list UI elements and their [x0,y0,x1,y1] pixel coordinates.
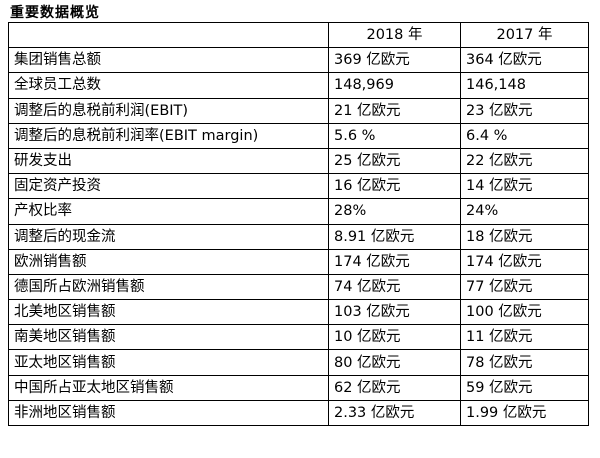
value-2018: 62 亿欧元 [328,374,461,401]
table-row: 中国所占亚太地区销售额 62 亿欧元 59 亿欧元 [8,374,589,401]
value-2017: 22 亿欧元 [460,147,589,175]
row-label: 固定资产投资 [8,173,329,200]
value-2018: 21 亿欧元 [328,97,461,124]
value-2017: 18 亿欧元 [460,223,589,250]
value-2018: 2.33 亿欧元 [328,399,461,427]
row-label: 调整后的现金流 [8,223,329,250]
row-label: 亚太地区销售额 [8,349,329,376]
value-2017: 77 亿欧元 [460,273,589,301]
table-row: 德国所占欧洲销售额 74 亿欧元 77 亿欧元 [8,273,589,301]
header-row: 2018 年 2017 年 [8,21,589,49]
row-label: 非洲地区销售额 [8,399,329,427]
value-2017: 1.99 亿欧元 [460,399,589,427]
value-2017: 100 亿欧元 [460,299,589,326]
table-row: 调整后的息税前利润率(EBIT margin) 5.6 % 6.4 % [8,122,589,149]
table-row: 欧洲销售额 174 亿欧元 174 亿欧元 [8,248,589,275]
header-cell-2017: 2017 年 [460,21,589,49]
value-2018: 148,969 [328,72,461,99]
row-label: 南美地区销售额 [8,324,329,351]
table-row: 调整后的现金流 8.91 亿欧元 18 亿欧元 [8,223,589,250]
row-label: 产权比率 [8,198,329,225]
row-label: 欧洲销售额 [8,248,329,275]
page-title: 重要数据概览 [10,5,100,21]
value-2017: 24% [460,198,589,225]
row-label: 调整后的息税前利润(EBIT) [8,97,329,124]
value-2017: 364 亿欧元 [460,47,589,74]
value-2018: 80 亿欧元 [328,349,461,376]
value-2018: 103 亿欧元 [328,299,461,326]
value-2018: 74 亿欧元 [328,273,461,301]
value-2017: 14 亿欧元 [460,173,589,200]
row-label: 研发支出 [8,147,329,175]
row-label: 德国所占欧洲销售额 [8,273,329,301]
value-2018: 8.91 亿欧元 [328,223,461,250]
value-2017: 6.4 % [460,122,589,149]
row-label: 全球员工总数 [8,72,329,99]
value-2017: 59 亿欧元 [460,374,589,401]
value-2017: 23 亿欧元 [460,97,589,124]
table-row: 研发支出 25 亿欧元 22 亿欧元 [8,147,589,175]
table-row: 固定资产投资 16 亿欧元 14 亿欧元 [8,173,589,200]
value-2018: 28% [328,198,461,225]
row-label: 集团销售总额 [8,47,329,74]
table-row: 集团销售总额 369 亿欧元 364 亿欧元 [8,47,589,74]
value-2017: 146,148 [460,72,589,99]
header-cell-label [8,21,329,49]
value-2017: 11 亿欧元 [460,324,589,351]
table-row: 全球员工总数 148,969 146,148 [8,72,589,99]
row-label: 调整后的息税前利润率(EBIT margin) [8,122,329,149]
row-label: 中国所占亚太地区销售额 [8,374,329,401]
value-2018: 10 亿欧元 [328,324,461,351]
table-row: 非洲地区销售额 2.33 亿欧元 1.99 亿欧元 [8,399,589,427]
value-2017: 78 亿欧元 [460,349,589,376]
row-label: 北美地区销售额 [8,299,329,326]
value-2018: 174 亿欧元 [328,248,461,275]
key-data-table: 2018 年 2017 年 集团销售总额 369 亿欧元 364 亿欧元 全球员工总数… [8,21,589,427]
table-row: 产权比率 28% 24% [8,198,589,225]
value-2018: 25 亿欧元 [328,147,461,175]
value-2018: 369 亿欧元 [328,47,461,74]
value-2017: 174 亿欧元 [460,248,589,275]
table-row: 北美地区销售额 103 亿欧元 100 亿欧元 [8,299,589,326]
table-row: 调整后的息税前利润(EBIT) 21 亿欧元 23 亿欧元 [8,97,589,124]
header-cell-2018: 2018 年 [328,21,461,49]
table-row: 亚太地区销售额 80 亿欧元 78 亿欧元 [8,349,589,376]
value-2018: 16 亿欧元 [328,173,461,200]
table-row: 南美地区销售额 10 亿欧元 11 亿欧元 [8,324,589,351]
value-2018: 5.6 % [328,122,461,149]
